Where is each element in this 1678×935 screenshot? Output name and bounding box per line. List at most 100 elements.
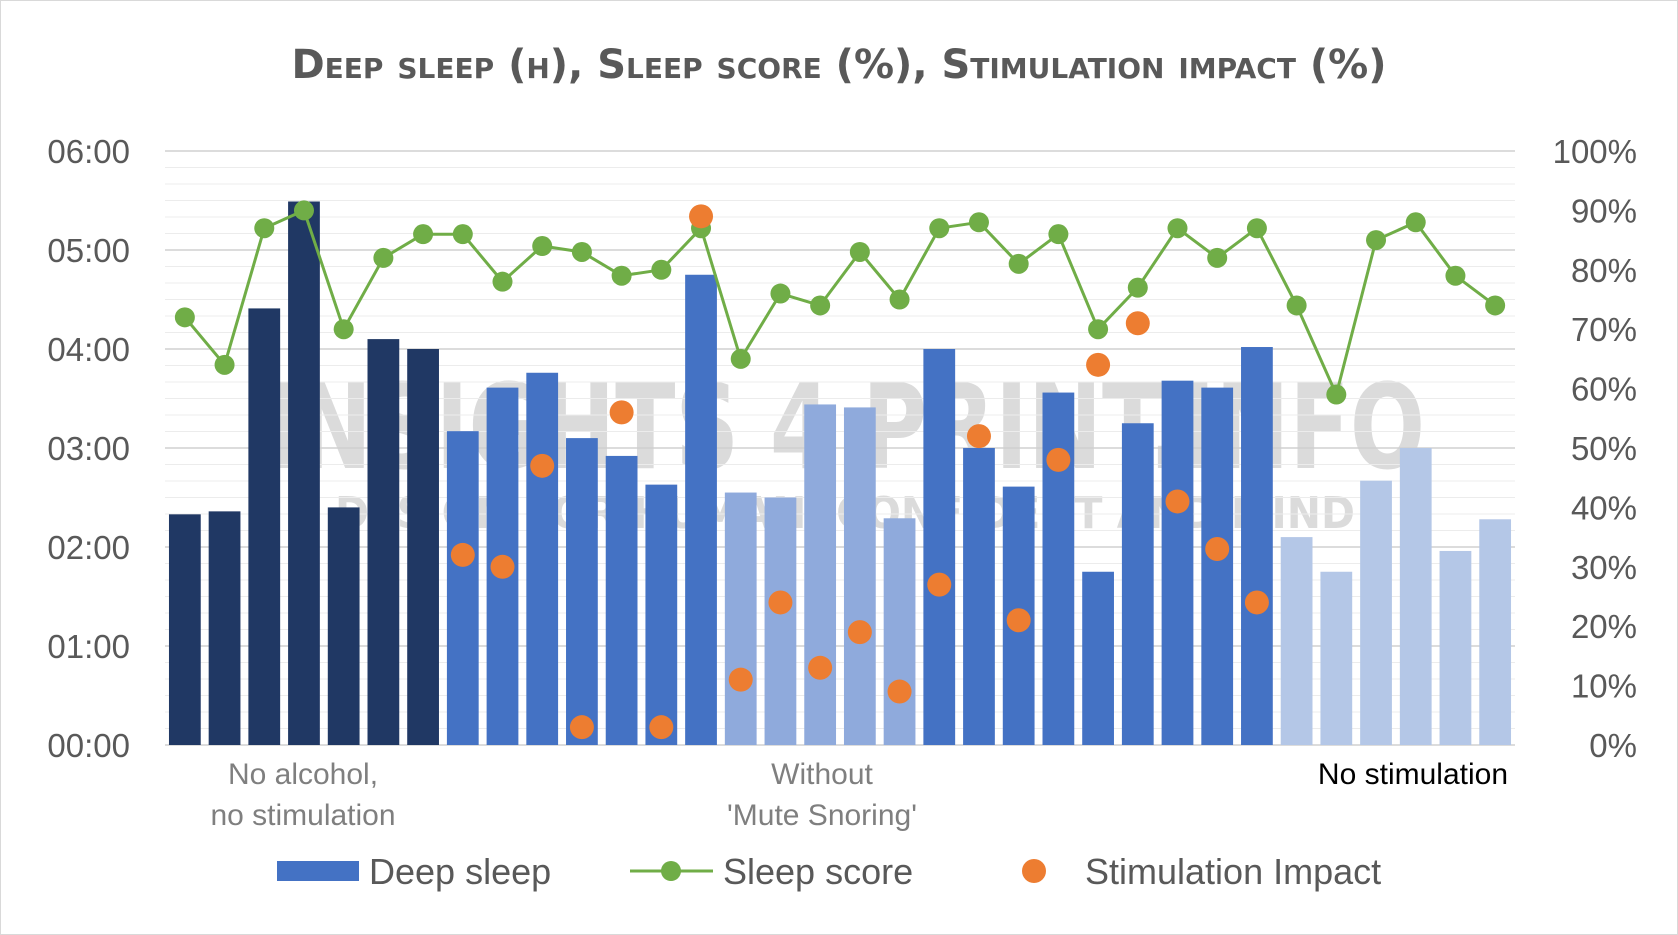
stimulation-impact-point [569,715,594,740]
deep-sleep-bar [1320,571,1353,745]
y-right-tick-label: 60% [1571,371,1637,408]
y-right-tick-label: 0% [1589,727,1637,764]
deep-sleep-bar [923,349,956,745]
deep-sleep-bar [843,407,876,745]
legend-swatch-deep-sleep [277,861,359,881]
stimulation-impact-point [490,554,515,579]
sleep-score-point [730,348,751,369]
chart-title: Deep sleep (h), Sleep score (%), Stimula… [291,42,1386,88]
deep-sleep-bar [685,274,717,745]
deep-sleep-bar [407,349,439,745]
sleep-score-point [214,354,235,375]
stimulation-impact-point [1205,536,1230,561]
group-label: 'Mute Snoring' [727,799,917,832]
deep-sleep-bar [288,201,320,746]
deep-sleep-bar [1439,550,1472,745]
legend-label-stimulation-impact: Stimulation Impact [1085,851,1381,892]
sleep-score-point [1008,253,1029,274]
legend: Deep sleep Sleep score Stimulation Impact [277,851,1381,892]
y-left-tick-label: 03:00 [47,430,130,467]
deep-sleep-bar [883,518,916,745]
sleep-score-point [611,265,632,286]
sleep-score-point [532,236,553,257]
deep-sleep-bar [327,507,360,745]
stimulation-impact-point [768,590,793,615]
deep-sleep-bar [1479,519,1512,745]
y-right-tick-label: 70% [1571,311,1637,348]
group-label: no stimulation [210,799,395,832]
sleep-score-point [1286,295,1307,316]
deep-sleep-bar [1042,392,1075,745]
stimulation-impact-point [1165,489,1190,514]
stimulation-impact-point [689,204,714,229]
stimulation-impact-point [530,453,555,478]
y-left-tick-label: 04:00 [47,331,130,368]
sleep-score-point [968,212,989,233]
sleep-score-point [492,271,513,292]
y-right-tick-label: 50% [1571,430,1637,467]
sleep-score-point [1048,224,1069,245]
y-right-tick-label: 80% [1571,252,1637,289]
stimulation-impact-point [847,620,872,645]
stimulation-impact-point [1125,311,1150,336]
sleep-score-point [1127,277,1148,298]
y-right-tick-label: 30% [1571,549,1637,586]
sleep-score-point [1485,295,1506,316]
deep-sleep-bar [1399,448,1432,745]
deep-sleep-bar [1161,380,1194,745]
deep-sleep-bar [208,511,241,745]
sleep-score-point [254,218,275,239]
legend-label-deep-sleep: Deep sleep [369,851,551,892]
stimulation-impact-point [609,400,634,425]
deep-sleep-bar [724,492,757,745]
stimulation-impact-point [1086,352,1111,377]
sleep-score-point [1366,230,1387,251]
y-right-tick-label: 10% [1571,668,1637,705]
legend-swatch-sleep-score-marker [661,861,681,881]
sleep-score-series [174,200,1506,405]
sleep-score-point [413,224,434,245]
sleep-score-point [1405,212,1426,233]
deep-sleep-bar [1082,571,1114,745]
deep-sleep-bar [963,448,995,745]
sleep-score-point [889,289,910,310]
sleep-score-point [810,295,831,316]
y-right-tick-label: 40% [1571,489,1637,526]
stimulation-impact-point [966,424,991,449]
legend-label-sleep-score: Sleep score [723,851,913,892]
deep-sleep-bar [168,514,201,745]
sleep-score-point [452,224,473,245]
sleep-score-point [373,247,394,268]
sleep-score-point [1167,218,1188,239]
stimulation-impact-point [808,655,833,680]
sleep-score-point [770,283,791,304]
stimulation-impact-point [728,667,753,692]
axes: 00:00 01:00 02:00 03:00 04:00 05:00 06:00 0% 10%… [47,133,1637,764]
deep-sleep-bar [367,339,400,745]
stimulation-impact-point [887,679,912,704]
deep-sleep-bar [566,438,598,745]
sleep-score-point [174,307,195,328]
legend-swatch-stimulation-impact [1022,859,1046,883]
group-label: No alcohol, [228,758,378,791]
group-label: Without [771,758,873,791]
y-left-tick-label: 02:00 [47,529,130,566]
sleep-score-point [1088,319,1109,340]
deep-sleep-bar [446,431,479,745]
stimulation-impact-point [1006,608,1031,633]
sleep-score-point [849,241,870,262]
sleep-score-point [1326,384,1347,405]
y-left-tick-label: 00:00 [47,727,130,764]
group-label: No stimulation [1318,758,1508,791]
sleep-score-point [1207,247,1228,268]
y-left-tick-label: 06:00 [47,133,130,170]
deep-sleep-bar [248,308,281,745]
deep-sleep-bar [1280,537,1313,745]
deep-sleep-bar [1201,387,1234,745]
deep-sleep-bar [605,455,638,745]
deep-sleep-bars [168,201,1512,746]
deep-sleep-bar [1121,423,1154,745]
y-right-tick-label: 90% [1571,192,1637,229]
y-left-tick-label: 05:00 [47,232,130,269]
